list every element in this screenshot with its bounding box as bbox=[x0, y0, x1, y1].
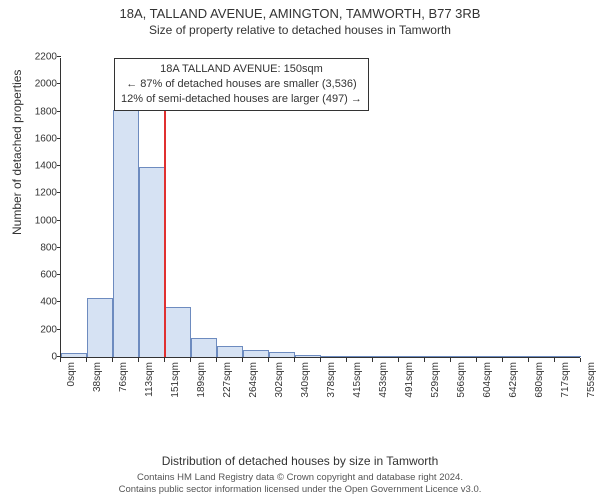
x-tick-label: 227sqm bbox=[222, 362, 233, 412]
histogram-bar bbox=[451, 356, 477, 357]
y-tick-mark bbox=[57, 165, 61, 166]
histogram-bar bbox=[139, 167, 165, 357]
x-tick-mark bbox=[242, 358, 243, 362]
histogram-bar bbox=[477, 356, 503, 357]
x-tick-mark bbox=[502, 358, 503, 362]
histogram-bar bbox=[269, 352, 295, 357]
info-box-line: 12% of semi-detached houses are larger (… bbox=[121, 92, 362, 107]
histogram-bar bbox=[529, 356, 555, 357]
histogram-bar bbox=[243, 350, 269, 358]
y-tick-mark bbox=[57, 192, 61, 193]
y-axis-label: Number of detached properties bbox=[10, 70, 24, 235]
y-tick-label: 1400 bbox=[17, 161, 57, 172]
x-tick-mark bbox=[372, 358, 373, 362]
y-tick-mark bbox=[57, 274, 61, 275]
x-tick-mark bbox=[580, 358, 581, 362]
x-tick-label: 604sqm bbox=[482, 362, 493, 412]
y-tick-label: 0 bbox=[17, 352, 57, 363]
histogram-bar bbox=[425, 356, 451, 357]
x-tick-label: 415sqm bbox=[352, 362, 363, 412]
chart-container: { "title": "18A, TALLAND AVENUE, AMINGTO… bbox=[0, 0, 600, 500]
y-tick-mark bbox=[57, 138, 61, 139]
histogram-bar bbox=[191, 338, 217, 357]
histogram-bar bbox=[113, 110, 139, 357]
x-tick-label: 264sqm bbox=[248, 362, 259, 412]
y-tick-mark bbox=[57, 301, 61, 302]
y-tick-mark bbox=[57, 329, 61, 330]
x-tick-mark bbox=[346, 358, 347, 362]
y-tick-label: 600 bbox=[17, 270, 57, 281]
page-title: 18A, TALLAND AVENUE, AMINGTON, TAMWORTH,… bbox=[0, 0, 600, 21]
x-tick-label: 302sqm bbox=[274, 362, 285, 412]
y-tick-mark bbox=[57, 56, 61, 57]
x-tick-mark bbox=[476, 358, 477, 362]
x-tick-mark bbox=[190, 358, 191, 362]
histogram-bar bbox=[87, 298, 113, 357]
x-tick-mark bbox=[112, 358, 113, 362]
x-tick-label: 113sqm bbox=[144, 362, 155, 412]
y-tick-mark bbox=[57, 111, 61, 112]
y-tick-label: 1200 bbox=[17, 188, 57, 199]
y-tick-label: 1800 bbox=[17, 106, 57, 117]
y-tick-label: 1000 bbox=[17, 215, 57, 226]
x-tick-label: 642sqm bbox=[508, 362, 519, 412]
x-tick-label: 755sqm bbox=[586, 362, 597, 412]
x-tick-label: 717sqm bbox=[560, 362, 571, 412]
x-tick-label: 189sqm bbox=[196, 362, 207, 412]
x-tick-mark bbox=[164, 358, 165, 362]
x-tick-label: 378sqm bbox=[326, 362, 337, 412]
x-tick-mark bbox=[60, 358, 61, 362]
histogram-bar bbox=[321, 356, 347, 357]
histogram-bar bbox=[373, 356, 399, 357]
y-tick-label: 400 bbox=[17, 297, 57, 308]
footer-credits: Contains HM Land Registry data © Crown c… bbox=[0, 472, 600, 496]
x-tick-mark bbox=[268, 358, 269, 362]
x-tick-mark bbox=[554, 358, 555, 362]
x-axis-label: Distribution of detached houses by size … bbox=[0, 454, 600, 468]
histogram-bar bbox=[503, 356, 529, 357]
x-tick-mark bbox=[450, 358, 451, 362]
info-box: 18A TALLAND AVENUE: 150sqm← 87% of detac… bbox=[114, 58, 369, 111]
x-tick-label: 529sqm bbox=[430, 362, 441, 412]
x-tick-mark bbox=[294, 358, 295, 362]
info-box-line: 18A TALLAND AVENUE: 150sqm bbox=[121, 62, 362, 77]
histogram-bar bbox=[217, 346, 243, 357]
histogram-bar bbox=[165, 307, 191, 357]
x-tick-mark bbox=[424, 358, 425, 362]
x-tick-label: 680sqm bbox=[534, 362, 545, 412]
y-tick-label: 2000 bbox=[17, 79, 57, 90]
x-tick-label: 38sqm bbox=[92, 362, 103, 412]
x-tick-label: 491sqm bbox=[404, 362, 415, 412]
x-tick-mark bbox=[216, 358, 217, 362]
x-tick-label: 76sqm bbox=[118, 362, 129, 412]
x-tick-label: 0sqm bbox=[66, 362, 77, 412]
x-tick-label: 566sqm bbox=[456, 362, 467, 412]
histogram-bar bbox=[295, 355, 321, 357]
page-subtitle: Size of property relative to detached ho… bbox=[0, 21, 600, 37]
x-tick-label: 340sqm bbox=[300, 362, 311, 412]
y-tick-mark bbox=[57, 83, 61, 84]
histogram-bar bbox=[61, 353, 87, 357]
x-tick-label: 151sqm bbox=[170, 362, 181, 412]
histogram-bar bbox=[555, 356, 581, 357]
x-tick-mark bbox=[320, 358, 321, 362]
y-tick-label: 1600 bbox=[17, 133, 57, 144]
histogram-bar bbox=[399, 356, 425, 357]
histogram-bar bbox=[347, 356, 373, 357]
footer-line-2: Contains public sector information licen… bbox=[0, 484, 600, 496]
plot-region: 0200400600800100012001400160018002000220… bbox=[60, 58, 580, 418]
y-tick-label: 2200 bbox=[17, 52, 57, 63]
y-tick-mark bbox=[57, 247, 61, 248]
x-tick-label: 453sqm bbox=[378, 362, 389, 412]
x-tick-mark bbox=[398, 358, 399, 362]
y-tick-mark bbox=[57, 220, 61, 221]
x-tick-mark bbox=[528, 358, 529, 362]
footer-line-1: Contains HM Land Registry data © Crown c… bbox=[0, 472, 600, 484]
x-tick-mark bbox=[86, 358, 87, 362]
info-box-line: ← 87% of detached houses are smaller (3,… bbox=[121, 77, 362, 92]
y-tick-label: 200 bbox=[17, 324, 57, 335]
x-tick-mark bbox=[138, 358, 139, 362]
y-tick-label: 800 bbox=[17, 242, 57, 253]
